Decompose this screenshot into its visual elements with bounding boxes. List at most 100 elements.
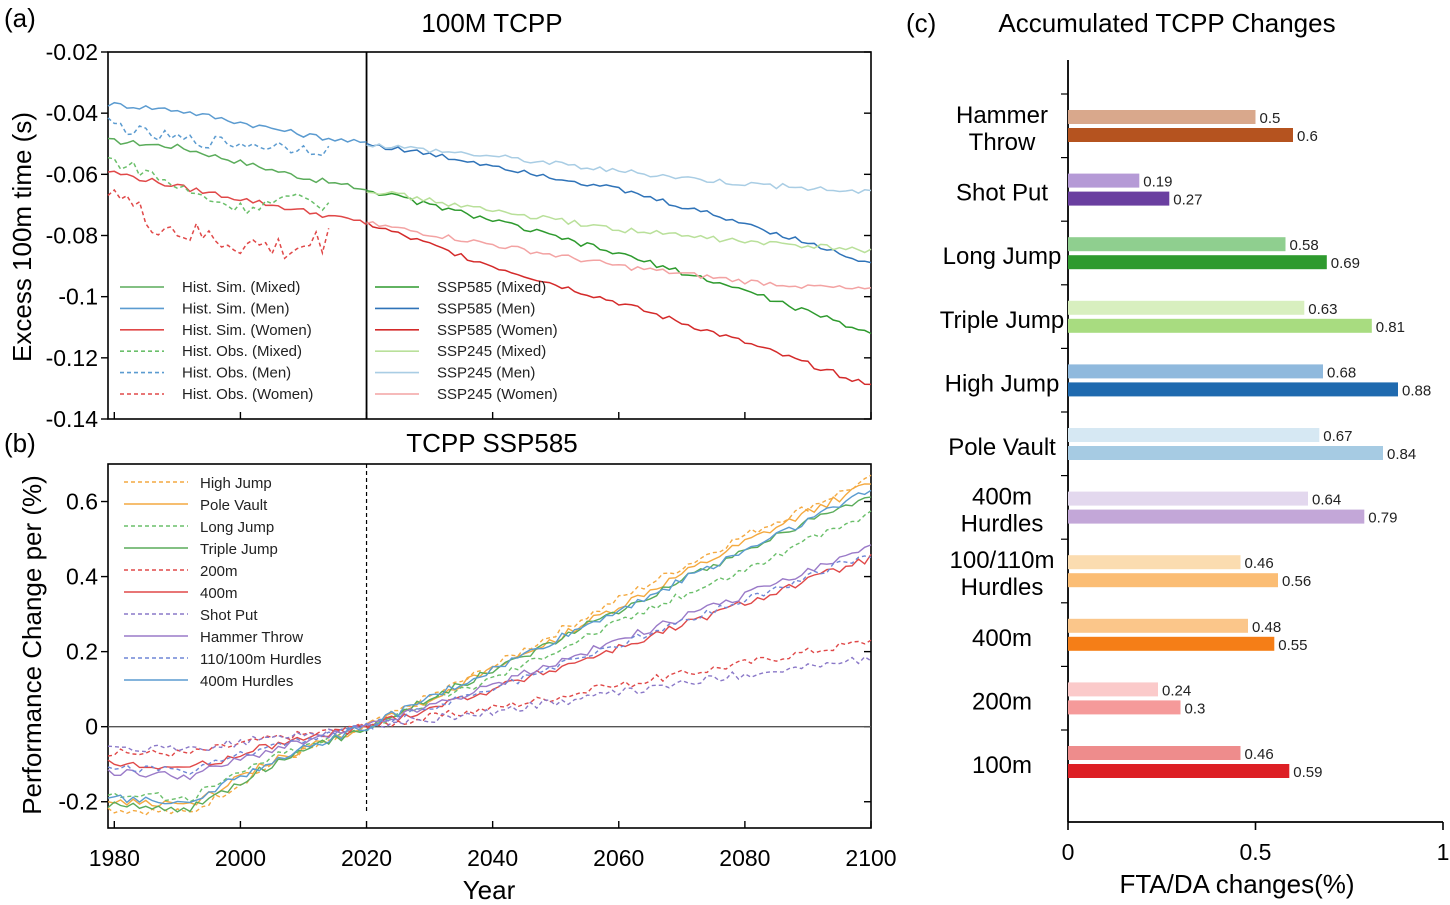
- panel-a-ytick-label: -0.1: [58, 284, 98, 310]
- panel-c-bar-value-label: 0.27: [1173, 192, 1202, 209]
- panel-c-xtick-label: 0.5: [1240, 839, 1272, 865]
- panel-a-legend: Hist. Sim. (Mixed) Hist. Sim. (Men) Hist. …: [120, 279, 558, 403]
- panel-a-legend-label: SSP585 (Men): [437, 300, 535, 317]
- panel-b-legend-label: Shot Put: [200, 607, 258, 624]
- panel-b-legend-label: Pole Vault: [200, 497, 268, 514]
- panel-b-legend-label: 400m Hurdles: [200, 673, 293, 690]
- panel-b-series-line: [107, 544, 872, 781]
- panel-a-legend-label: SSP245 (Women): [437, 386, 558, 403]
- panel-b-plot-area: -0.2 0 0.2 0.4 0.6 1980 2000 2020 2040 2060 2080 21…: [58, 463, 897, 871]
- panel-a-ytick-label: -0.04: [46, 100, 99, 126]
- panel-c-bar-value-label: 0.64: [1312, 492, 1341, 509]
- panel-a: (a) 100M TCPP Excess 100m time (s) -0.02…: [4, 3, 872, 432]
- panel-b-series-line: [107, 554, 872, 770]
- panel-b-legend-label: 110/100m Hurdles: [200, 651, 321, 668]
- panel-c-category-label: High Jump: [945, 370, 1060, 397]
- panel-c-bar-ssp585: [1068, 509, 1365, 524]
- panel-a-plot-area: -0.02 -0.04 -0.06 -0.08 -0.1 -0.12 -0.14: [46, 39, 872, 432]
- panel-a-series-line: [366, 142, 872, 264]
- panel-b-series-line: [107, 555, 872, 775]
- panel-c-bar-ssp585: [1068, 382, 1398, 397]
- panel-b-xlabel: Year: [463, 875, 516, 905]
- panel-c-bar-value-label: 0.5: [1260, 110, 1281, 127]
- panel-c-title: Accumulated TCPP Changes: [998, 8, 1335, 38]
- panel-c-bar-value-label: 0.63: [1308, 301, 1337, 318]
- panel-b-xtick-label: 2060: [593, 845, 644, 871]
- panel-b-series-line: [107, 510, 872, 803]
- panel-c-category-label: Shot Put: [956, 180, 1048, 207]
- panel-c-bar-ssp245: [1068, 237, 1286, 252]
- panel-c-category-label: 100/110m: [950, 547, 1055, 574]
- panel-c-bar-ssp245: [1068, 110, 1256, 124]
- panel-a-ytick-label: -0.12: [46, 345, 98, 371]
- panel-c-bar-ssp245: [1068, 618, 1248, 633]
- panel-b-series-line: [107, 655, 872, 753]
- panel-c-bar-value-label: 0.6: [1297, 128, 1318, 145]
- panel-b-legend: High Jump Pole Vault Long Jump Triple Jump 2…: [124, 475, 321, 690]
- panel-b-xtick-label: 2100: [845, 845, 896, 871]
- panel-b: (b) TCPP SSP585 Performance Change per (…: [4, 428, 897, 905]
- panel-b-ytick-label: 0.6: [66, 489, 98, 515]
- panel-c-bar-ssp585: [1068, 446, 1383, 460]
- panel-c-bar-ssp585: [1068, 191, 1170, 206]
- panel-c-bar-ssp245: [1068, 555, 1241, 570]
- panel-a-legend-label: Hist. Sim. (Mixed): [182, 279, 300, 296]
- panel-c-bar-value-label: 0.88: [1402, 382, 1431, 399]
- panel-c-bar-ssp585: [1068, 764, 1290, 778]
- panel-c-bar-ssp585: [1068, 128, 1293, 142]
- panel-c-bar-value-label: 0.67: [1323, 428, 1352, 445]
- panel-b-xtick-label: 2000: [215, 845, 266, 871]
- panel-c-bar-ssp585: [1068, 573, 1278, 588]
- panel-c-bar-value-label: 0.58: [1290, 237, 1319, 254]
- panel-c-bar-ssp585: [1068, 255, 1327, 270]
- panel-c-bar-value-label: 0.46: [1245, 746, 1274, 763]
- panel-c-xlabel: FTA/DA changes(%): [1119, 869, 1354, 899]
- panel-c-bar-ssp245: [1068, 300, 1305, 315]
- panel-b-legend-label: High Jump: [200, 475, 272, 492]
- panel-c-bar-value-label: 0.3: [1185, 700, 1206, 717]
- panel-a-series-line: [366, 220, 872, 290]
- panel-c-bar-value-label: 0.55: [1278, 637, 1307, 654]
- panel-c-bar-value-label: 0.69: [1331, 255, 1360, 272]
- panel-c-bar-ssp585: [1068, 636, 1275, 651]
- panel-c-category-label: 400m: [972, 625, 1032, 652]
- panel-c-xtick-label: 1: [1437, 839, 1450, 865]
- panel-b-legend-label: Long Jump: [200, 519, 274, 536]
- panel-c-bar-value-label: 0.46: [1245, 555, 1274, 572]
- panel-c-bar-ssp585: [1068, 700, 1181, 715]
- panel-b-legend-label: 200m: [200, 563, 238, 580]
- panel-c-category-label: Hurdles: [961, 511, 1044, 538]
- panel-a-legend-label: Hist. Obs. (Men): [182, 365, 291, 382]
- panel-c-bar-ssp245: [1068, 746, 1241, 760]
- panel-c-category-label: Pole Vault: [948, 434, 1056, 461]
- panel-a-series-line: [107, 188, 330, 260]
- panel-a-ytick-label: -0.14: [46, 406, 99, 432]
- panel-b-ylabel: Performance Change per (%): [17, 475, 47, 815]
- panel-a-legend-label: SSP245 (Mixed): [437, 343, 546, 360]
- panel-c-category-label: Long Jump: [943, 243, 1062, 270]
- panel-a-label: (a): [4, 3, 36, 33]
- panel-b-series-line: [107, 489, 872, 805]
- panel-a-title: 100M TCPP: [421, 8, 562, 38]
- panel-b-ytick-label: -0.2: [58, 789, 98, 815]
- panel-a-series-line: [107, 101, 367, 144]
- panel-a-ytick-label: -0.02: [46, 39, 98, 65]
- panel-b-legend-label: 400m: [200, 585, 238, 602]
- panel-b-series-line: [107, 483, 872, 808]
- panel-a-ytick-label: -0.08: [46, 223, 98, 249]
- panel-c-category-label: Hammer: [956, 102, 1048, 129]
- panel-c-bar-value-label: 0.24: [1162, 682, 1191, 699]
- panel-b-title: TCPP SSP585: [406, 428, 578, 458]
- panel-a-legend-label: SSP245 (Men): [437, 365, 535, 382]
- panel-a-series-line: [107, 156, 330, 215]
- panel-a-legend-label: SSP585 (Mixed): [437, 279, 546, 296]
- panel-a-series-line: [366, 221, 872, 386]
- panel-b-ytick-label: 0.2: [66, 639, 98, 665]
- panel-c-bar-ssp245: [1068, 173, 1140, 188]
- panel-c-bar-value-label: 0.84: [1387, 446, 1416, 463]
- panel-c: (c) Accumulated TCPP Changes FTA/DA chan…: [906, 8, 1449, 899]
- panel-b-frame: [107, 463, 872, 829]
- panel-c-category-label: 400m: [972, 484, 1032, 511]
- panel-c-bar-ssp245: [1068, 682, 1158, 697]
